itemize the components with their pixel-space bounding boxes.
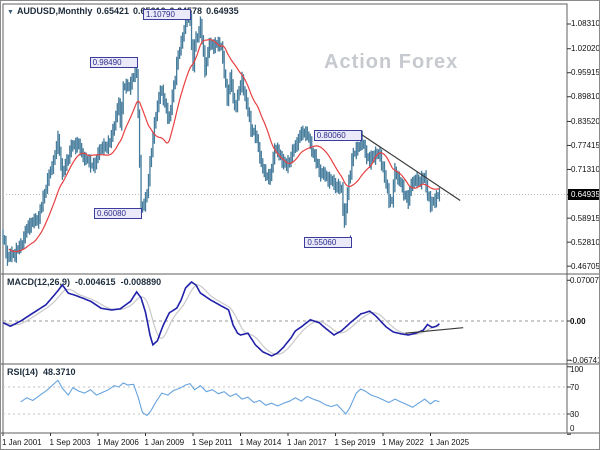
macd-name: MACD(12,26,9) [7, 277, 71, 287]
price-level-tag[interactable]: 0.80060 [313, 129, 362, 141]
watermark: Action Forex [324, 51, 459, 73]
price-axis-tick: 0.58915 [571, 213, 600, 223]
ohlc-close: 0.64935 [206, 6, 239, 16]
chart-title: ▼AUDUSD,Monthly0.654210.656160.645780.64… [7, 6, 243, 16]
time-axis-tick: 1 Jan 2001 [2, 438, 42, 447]
rsi-axis-tick: 70 [570, 382, 579, 392]
time-axis-tick: 1 Jan 2025 [429, 438, 470, 447]
price-level-tag[interactable]: 1.10790 [143, 8, 192, 20]
price-axis-tick: 0.83520 [571, 116, 600, 126]
rsi-name: RSI(14) [7, 367, 39, 377]
rsi-axis-tick: 30 [570, 409, 579, 419]
time-axis-tick: 1 May 2022 [382, 438, 424, 447]
time-axis-tick: 1 May 2006 [97, 438, 139, 447]
price-axis-tick: 1.02020 [571, 44, 600, 54]
time-axis-tick: 1 Jan 2017 [287, 438, 327, 447]
price-axis-tick: 0.89810 [571, 92, 600, 102]
time-axis-tick: 1 Sep 2003 [49, 438, 91, 447]
macd-signal-value: -0.008890 [120, 277, 162, 287]
rsi-value: 48.3710 [43, 367, 76, 377]
current-price-tag: 0.64935 [568, 189, 599, 200]
price-axis-tick: 1.08310 [571, 19, 600, 29]
price-level-tag[interactable]: 0.98490 [89, 57, 138, 69]
rsi-axis-tick: 100 [570, 364, 584, 374]
time-axis-tick: 1 Jan 2009 [144, 438, 185, 447]
price-axis-tick: 0.71310 [571, 164, 600, 174]
price-level-tag[interactable]: 0.60080 [94, 208, 143, 220]
time-axis-tick: 1 Sep 2011 [192, 438, 233, 447]
rsi-axis-tick: 0 [570, 423, 575, 433]
price-level-tag[interactable]: 0.55060 [304, 237, 353, 249]
time-axis-tick: 1 Sep 2019 [334, 438, 376, 447]
rsi-indicator-label: RSI(14) 48.3710 [7, 367, 81, 377]
macd-axis-tick: 0.00 [570, 316, 586, 326]
price-axis-tick: 0.52810 [571, 237, 600, 247]
macd-indicator-label: MACD(12,26,9) -0.004615 -0.008890 [7, 277, 166, 287]
price-axis-tick: 0.77415 [571, 140, 600, 150]
symbol-timeframe-label: AUDUSD,Monthly [16, 6, 93, 16]
price-axis-tick: 0.46705 [571, 261, 600, 271]
price-axis-tick: 0.95915 [571, 68, 600, 78]
macd-axis-tick: -0.067419 [570, 355, 599, 365]
macd-axis-tick: 0.070074 [570, 275, 599, 285]
ohlc-open: 0.65421 [96, 6, 129, 16]
macd-main-value: -0.004615 [75, 277, 116, 287]
collapse-arrow-icon[interactable]: ▼ [7, 9, 14, 16]
time-axis-tick: 1 May 2014 [239, 438, 282, 447]
